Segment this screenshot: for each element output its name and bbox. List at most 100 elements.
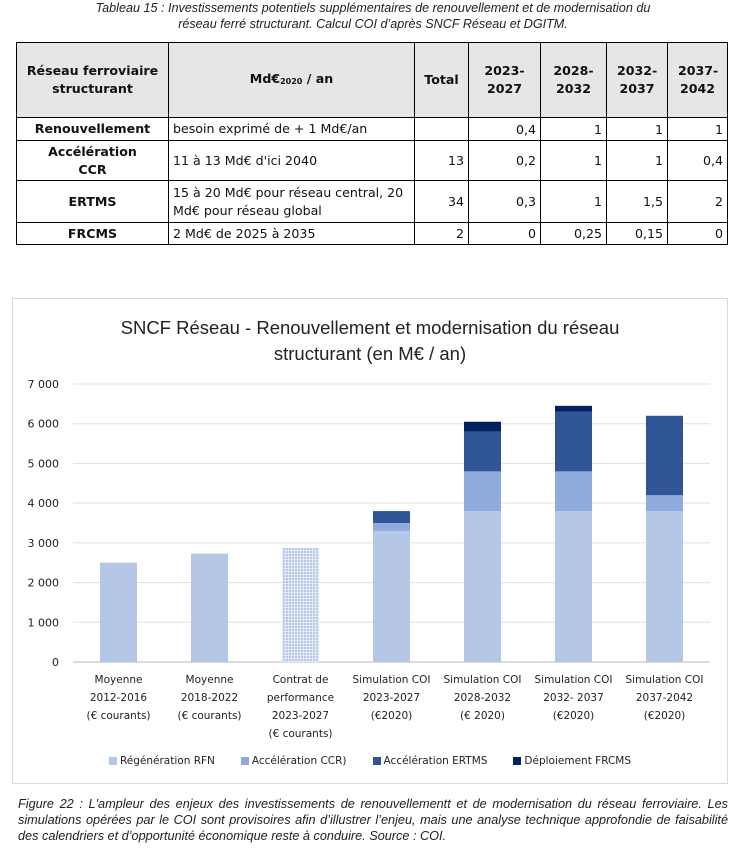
row-name: Renouvellement bbox=[16, 117, 169, 141]
gridlines bbox=[73, 383, 710, 663]
x-tick-label-line: (€2020) bbox=[643, 710, 686, 722]
bar-segment bbox=[646, 415, 683, 496]
row-name: FRCMS bbox=[16, 222, 169, 245]
bar-segment bbox=[555, 471, 592, 512]
x-tick-label-line: Contrat de bbox=[272, 674, 329, 686]
x-tick-label-line: 2023-2027 bbox=[362, 692, 421, 704]
row-name: ERTMS bbox=[16, 180, 169, 223]
row-p2: 1 bbox=[540, 140, 607, 181]
row-p1: 0,4 bbox=[468, 117, 541, 141]
legend-swatch bbox=[108, 757, 117, 765]
y-tick-label: 5 000 bbox=[28, 457, 60, 470]
row-p3: 0,15 bbox=[606, 222, 668, 245]
header-unit-suffix: / an bbox=[302, 70, 334, 86]
bar-segment bbox=[464, 431, 501, 472]
bars bbox=[100, 405, 683, 662]
legend-swatch bbox=[513, 757, 522, 765]
row-desc: 11 à 13 Md€ d'ici 2040 bbox=[168, 140, 415, 181]
row-p2: 0,25 bbox=[540, 222, 607, 245]
y-tick-label: 3 000 bbox=[28, 537, 60, 550]
row-desc: besoin exprimé de + 1 Md€/an bbox=[168, 117, 415, 141]
row-p3: 1 bbox=[606, 117, 668, 141]
x-tick-label-line: Simulation COI bbox=[443, 674, 522, 686]
row-p3: 1,5 bbox=[606, 180, 668, 223]
x-tick-label: Simulation COI 2023-2027 (€2020) bbox=[347, 671, 437, 725]
bar-segment bbox=[373, 530, 410, 662]
x-tick-label-line: 2018-2022 bbox=[180, 692, 239, 704]
x-tick-label-line: (€ 2020) bbox=[460, 710, 505, 722]
table-caption-line1: Tableau 15 : Investissements potentiels … bbox=[95, 1, 651, 15]
bar-segment bbox=[555, 405, 592, 412]
legend-label: Accélération ERTMS bbox=[383, 755, 488, 767]
row-p1: 0,3 bbox=[468, 180, 541, 223]
x-tick-label: Moyenne 2012-2016 (€ courants) bbox=[74, 671, 164, 725]
x-tick-label: Moyenne 2018-2022 (€ courants) bbox=[165, 671, 255, 725]
table-header-row: Réseau ferroviaire structurant Md€2020 /… bbox=[16, 42, 728, 118]
figure-caption: Figure 22 : L'ampleur des enjeux des inv… bbox=[18, 797, 728, 843]
y-tick-label: 6 000 bbox=[28, 418, 60, 431]
row-p4: 2 bbox=[667, 180, 728, 223]
header-network: Réseau ferroviaire structurant bbox=[16, 42, 169, 118]
x-tick-label: Simulation COI 2032- 2037 (€2020) bbox=[529, 671, 619, 725]
x-tick-label-line: 2028-2032 bbox=[453, 692, 512, 704]
row-p3: 1 bbox=[606, 140, 668, 181]
table-row: Renouvellement besoin exprimé de + 1 Md€… bbox=[16, 117, 728, 141]
table-caption-line2: réseau ferré structurant. Calcul COI d’a… bbox=[178, 17, 568, 31]
x-tick-label-line: Simulation COI bbox=[625, 674, 704, 686]
bar-segment bbox=[555, 511, 592, 662]
x-tick-label-line: 2037-2042 bbox=[635, 692, 694, 704]
x-tick-label: Contrat de performance 2023-2027 (€ courant… bbox=[256, 671, 346, 743]
legend: Régénération RFN Accélération CCR) Accélér… bbox=[13, 755, 727, 767]
x-tick-label-line: Moyenne bbox=[94, 674, 143, 686]
chart-title-line1: SNCF Réseau - Renouvellement et modernis… bbox=[120, 317, 620, 338]
legend-swatch bbox=[372, 757, 381, 765]
row-total: 2 bbox=[414, 222, 469, 245]
legend-item: Accélération CCR) bbox=[240, 755, 347, 767]
header-unit-main: Md€ bbox=[249, 70, 281, 86]
row-desc: 15 à 20 Md€ pour réseau central, 20 Md€ … bbox=[168, 180, 415, 223]
legend-item: Accélération ERTMS bbox=[372, 755, 488, 767]
header-period-4: 2037-2042 bbox=[667, 42, 728, 118]
y-tick-label: 0 bbox=[52, 656, 59, 669]
bar-segment bbox=[373, 523, 410, 531]
bar-segment bbox=[646, 511, 683, 662]
bar-segment bbox=[464, 421, 501, 432]
x-tick-label-line: Simulation COI bbox=[352, 674, 431, 686]
chart-plot: 0 1 000 2 000 3 000 4 000 5 000 6 000 7 000 bbox=[28, 378, 710, 669]
x-tick-label-line: performance bbox=[266, 692, 335, 704]
legend-label: Déploiement FRCMS bbox=[524, 755, 632, 767]
row-p4: 0 bbox=[667, 222, 728, 245]
x-tick-label-line: (€2020) bbox=[370, 710, 413, 722]
x-tick-label-line: (€2020) bbox=[552, 710, 595, 722]
row-p1: 0 bbox=[468, 222, 541, 245]
chart-title: SNCF Réseau - Renouvellement et modernis… bbox=[13, 315, 727, 367]
legend-item: Régénération RFN bbox=[108, 755, 215, 767]
row-p2: 1 bbox=[540, 117, 607, 141]
header-period-2: 2028-2032 bbox=[540, 42, 607, 118]
bar-segment bbox=[555, 411, 592, 472]
x-tick-label-line: 2012-2016 bbox=[89, 692, 148, 704]
table-row: Accélération CCR 11 à 13 Md€ d'ici 2040 … bbox=[16, 140, 728, 181]
header-period-3: 2032-2037 bbox=[606, 42, 668, 118]
row-p2: 1 bbox=[540, 180, 607, 223]
y-tick-label: 2 000 bbox=[28, 577, 60, 590]
legend-label: Accélération CCR) bbox=[251, 755, 347, 767]
y-tick-label: 7 000 bbox=[28, 378, 60, 391]
x-tick-label-line: Simulation COI bbox=[534, 674, 613, 686]
y-tick-label: 1 000 bbox=[28, 616, 60, 629]
chart-container: SNCF Réseau - Renouvellement et modernis… bbox=[12, 298, 728, 784]
bar-segment bbox=[373, 511, 410, 523]
bar-segment bbox=[646, 495, 683, 512]
row-total bbox=[414, 117, 469, 141]
x-tick-label-line: (€ courants) bbox=[268, 728, 333, 740]
x-tick-label-line: Moyenne bbox=[185, 674, 234, 686]
table-row: ERTMS 15 à 20 Md€ pour réseau central, 2… bbox=[16, 180, 728, 223]
x-tick-label: Simulation COI 2037-2042 (€2020) bbox=[620, 671, 710, 725]
table-row: FRCMS 2 Md€ de 2025 à 2035 2 0 0,25 0,15… bbox=[16, 222, 728, 245]
bar-segment bbox=[282, 548, 319, 662]
header-unit-sub: 2020 bbox=[280, 76, 303, 86]
header-period-1: 2023-2027 bbox=[468, 42, 541, 118]
x-tick-label: Simulation COI 2028-2032 (€ 2020) bbox=[438, 671, 528, 725]
header-total: Total bbox=[414, 42, 469, 118]
row-desc: 2 Md€ de 2025 à 2035 bbox=[168, 222, 415, 245]
